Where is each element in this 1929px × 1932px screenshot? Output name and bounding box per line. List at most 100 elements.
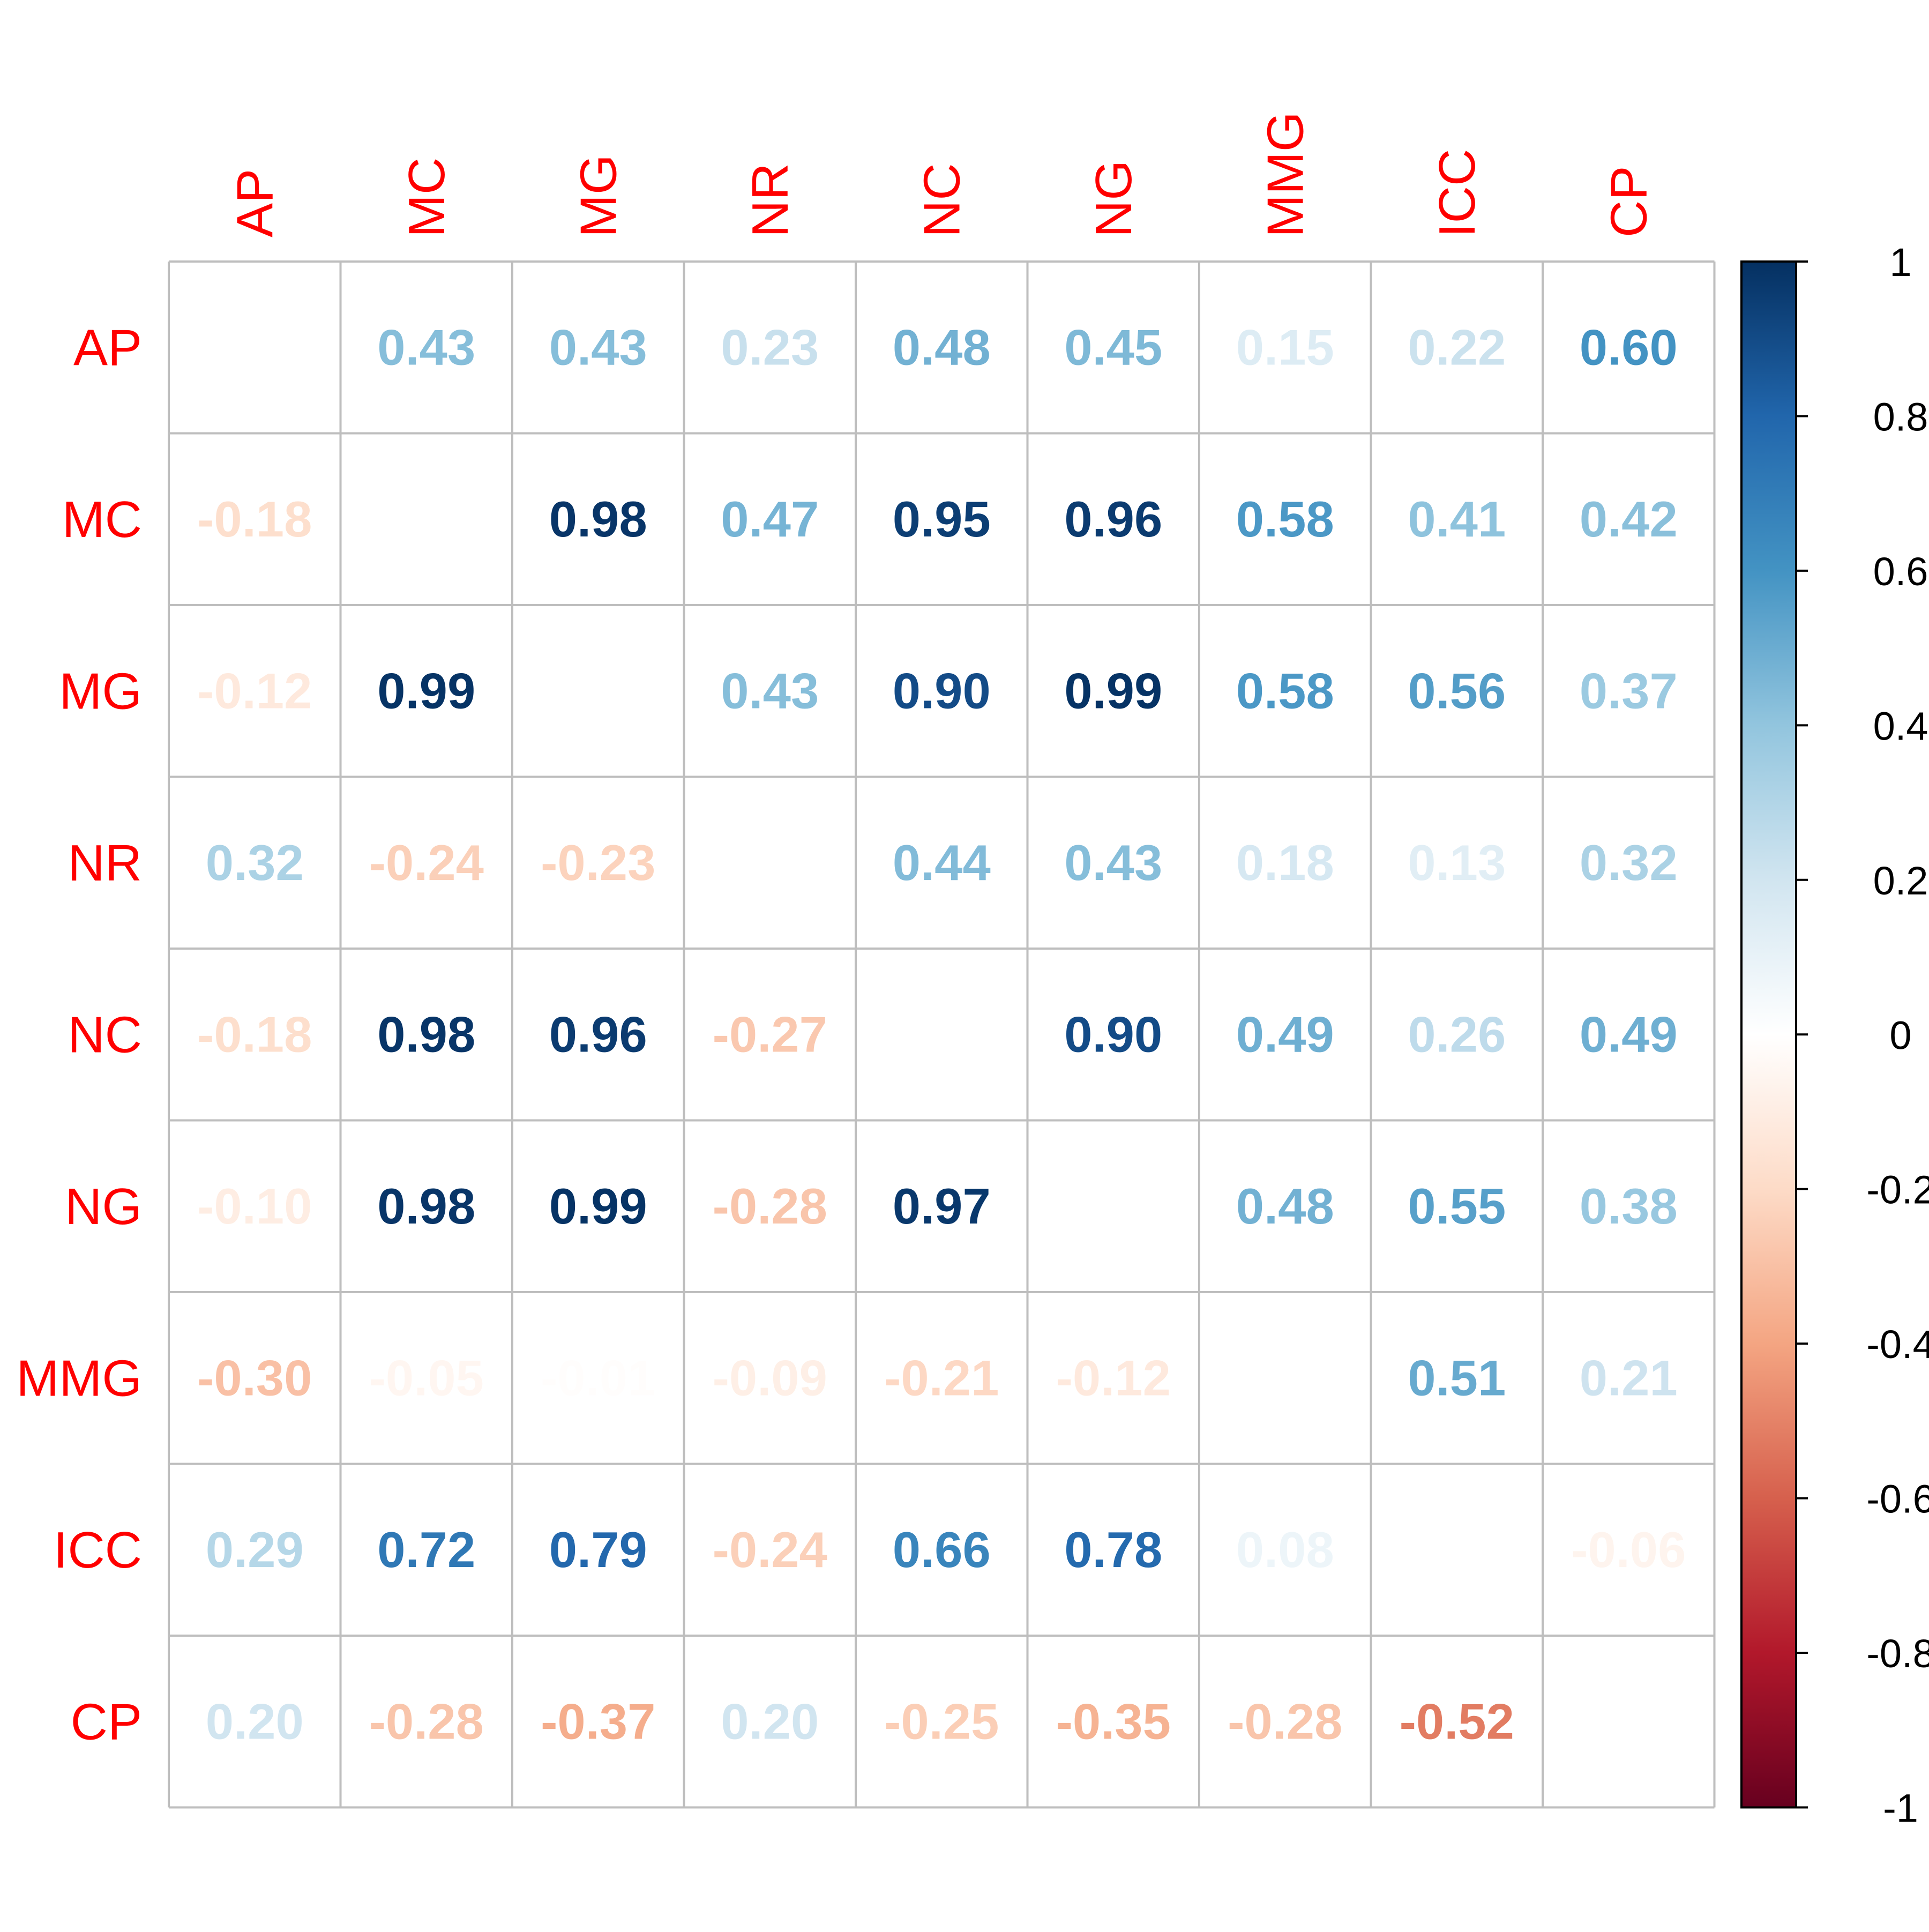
colorbar-tick-label: -0.4 [1866, 1322, 1929, 1367]
cell-value-label: -0.28 [713, 1178, 827, 1234]
cell-value-label: 0.38 [1580, 1178, 1678, 1234]
heatmap-cell-nr-mmg [1199, 777, 1371, 949]
heatmap-cell-ng-ng [1027, 1120, 1199, 1292]
row-label-mg: MG [59, 662, 142, 720]
cell-value-label: -0.18 [197, 1006, 312, 1062]
cell-value-label: 0.49 [1580, 1006, 1678, 1062]
heatmap-cell-mc-icc [1371, 433, 1543, 605]
heatmap-cell-cp-mg [512, 1636, 684, 1808]
column-label-nc: NC [913, 163, 970, 237]
heatmap-cell-ap-ng [1027, 262, 1199, 434]
heatmap-cell-mc-nr [684, 433, 856, 605]
heatmap-cell-mg-mmg [1199, 605, 1371, 777]
cell-value-label: 0.60 [1580, 319, 1678, 375]
heatmap-cell-nc-ng [1027, 949, 1199, 1121]
heatmap-cell-ng-mc [340, 1120, 512, 1292]
cell-value-label: 0.66 [893, 1521, 991, 1578]
cell-value-label: -0.24 [713, 1521, 827, 1578]
column-label-cp: CP [1600, 166, 1657, 237]
cell-value-label: 0.58 [1236, 662, 1334, 719]
colorbar-tick-label: -1 [1883, 1786, 1918, 1831]
heatmap-cell-nr-ng [1027, 777, 1199, 949]
heatmap-cell-mmg-mg [512, 1292, 684, 1464]
heatmap-cell-ap-cp [1543, 262, 1715, 434]
cell-value-label: -0.12 [1056, 1349, 1171, 1406]
cell-value-label: -0.30 [197, 1349, 312, 1406]
heatmap-cell-icc-mc [340, 1464, 512, 1636]
heatmap-cell-mc-cp [1543, 433, 1715, 605]
heatmap-cell-cp-mc [340, 1636, 512, 1808]
cell-value-label: 0.95 [893, 491, 991, 547]
cell-value-label: 0.15 [1236, 319, 1334, 375]
heatmap-cell-mc-mg [512, 433, 684, 605]
row-label-mmg: MMG [16, 1349, 142, 1407]
cell-value-label: -0.06 [1571, 1521, 1686, 1578]
row-label-ap: AP [73, 319, 142, 376]
heatmap-cell-nr-icc [1371, 777, 1543, 949]
heatmap-cell-nr-mg [512, 777, 684, 949]
heatmap-cell-mmg-ng [1027, 1292, 1199, 1464]
row-label-nr: NR [68, 834, 142, 892]
cell-value-label: 0.41 [1408, 491, 1506, 547]
heatmap-cell-ap-icc [1371, 262, 1543, 434]
cell-value-label: 0.43 [377, 319, 475, 375]
cell-value-label: 0.08 [1236, 1521, 1334, 1578]
cell-value-label: 0.23 [721, 319, 819, 375]
colorbar-tick-label: 0.4 [1873, 704, 1928, 748]
heatmap-cell-ng-mg [512, 1120, 684, 1292]
cell-value-label: 0.37 [1580, 662, 1678, 719]
values-layer: 0.43 0.43 0.23 0.48 0.45 0.15 0.22 0.60 -0.18 0.9… [197, 319, 1686, 1749]
column-label-mg: MG [570, 154, 627, 237]
heatmap-cell-mc-nc [856, 433, 1028, 605]
heatmap-cell-mg-icc [1371, 605, 1543, 777]
column-labels: AP MC MG NR NC NG MMG ICC CP [226, 111, 1657, 237]
heatmap-cell-nc-nc [856, 949, 1028, 1121]
heatmap-cell-ap-nr [684, 262, 856, 434]
cell-value-label: 0.43 [721, 662, 819, 719]
cell-value-label: 0.43 [1064, 834, 1162, 891]
cell-value-label: 0.99 [1064, 662, 1162, 719]
cell-value-label: 0.56 [1408, 662, 1506, 719]
colorbar-tick-label: 0.6 [1873, 549, 1928, 594]
heatmap-cell-nc-mg [512, 949, 684, 1121]
row-label-icc: ICC [54, 1521, 142, 1579]
cell-value-label: 0.13 [1408, 834, 1506, 891]
heatmap-cell-icc-ng [1027, 1464, 1199, 1636]
cell-value-label: -0.01 [541, 1349, 655, 1406]
cell-value-label: 0.18 [1236, 834, 1334, 891]
cell-value-label: 0.47 [721, 491, 819, 547]
heatmap-cell-icc-cp [1543, 1464, 1715, 1636]
cell-value-label: 0.45 [1064, 319, 1162, 375]
cell-value-label: 0.42 [1580, 491, 1678, 547]
heatmap-cell-icc-icc [1371, 1464, 1543, 1636]
colorbar-tick-label: 1 [1889, 240, 1911, 285]
heatmap-cell-ap-ap [169, 262, 341, 434]
heatmap-cell-mmg-nc [856, 1292, 1028, 1464]
cell-value-label: 0.58 [1236, 491, 1334, 547]
heatmap-cell-nc-cp [1543, 949, 1715, 1121]
cell-value-label: 0.55 [1408, 1178, 1506, 1234]
cell-value-label: -0.24 [369, 834, 484, 891]
cell-value-label: -0.10 [197, 1178, 312, 1234]
heatmap-cell-mg-ap [169, 605, 341, 777]
cell-value-label: 0.49 [1236, 1006, 1334, 1062]
colorbar: 1 0.8 0.6 0.4 0.2 0 -0.2 -0.4 -0.6 -0.8 -1 [1740, 240, 1929, 1831]
heatmap-cell-ng-nc [856, 1120, 1028, 1292]
cell-value-label: 0.48 [1236, 1178, 1334, 1234]
column-label-nr: NR [742, 163, 799, 237]
cell-value-label: 0.99 [377, 662, 475, 719]
column-label-ng: NG [1085, 160, 1142, 237]
cell-value-label: -0.28 [1228, 1693, 1342, 1749]
heatmap-cell-mc-mmg [1199, 433, 1371, 605]
heatmap-cell-nc-ap [169, 949, 341, 1121]
heatmap-cell-ap-mmg [1199, 262, 1371, 434]
heatmap-cell-nr-ap [169, 777, 341, 949]
cell-value-label: 0.90 [1064, 1006, 1162, 1062]
heatmap-cell-cp-mmg [1199, 1636, 1371, 1808]
heatmap-cell-mc-mc [340, 433, 512, 605]
row-label-cp: CP [71, 1693, 142, 1750]
heatmap-cell-mmg-nr [684, 1292, 856, 1464]
heatmap-cell-ng-mmg [1199, 1120, 1371, 1292]
cell-value-label: 0.20 [721, 1693, 819, 1749]
